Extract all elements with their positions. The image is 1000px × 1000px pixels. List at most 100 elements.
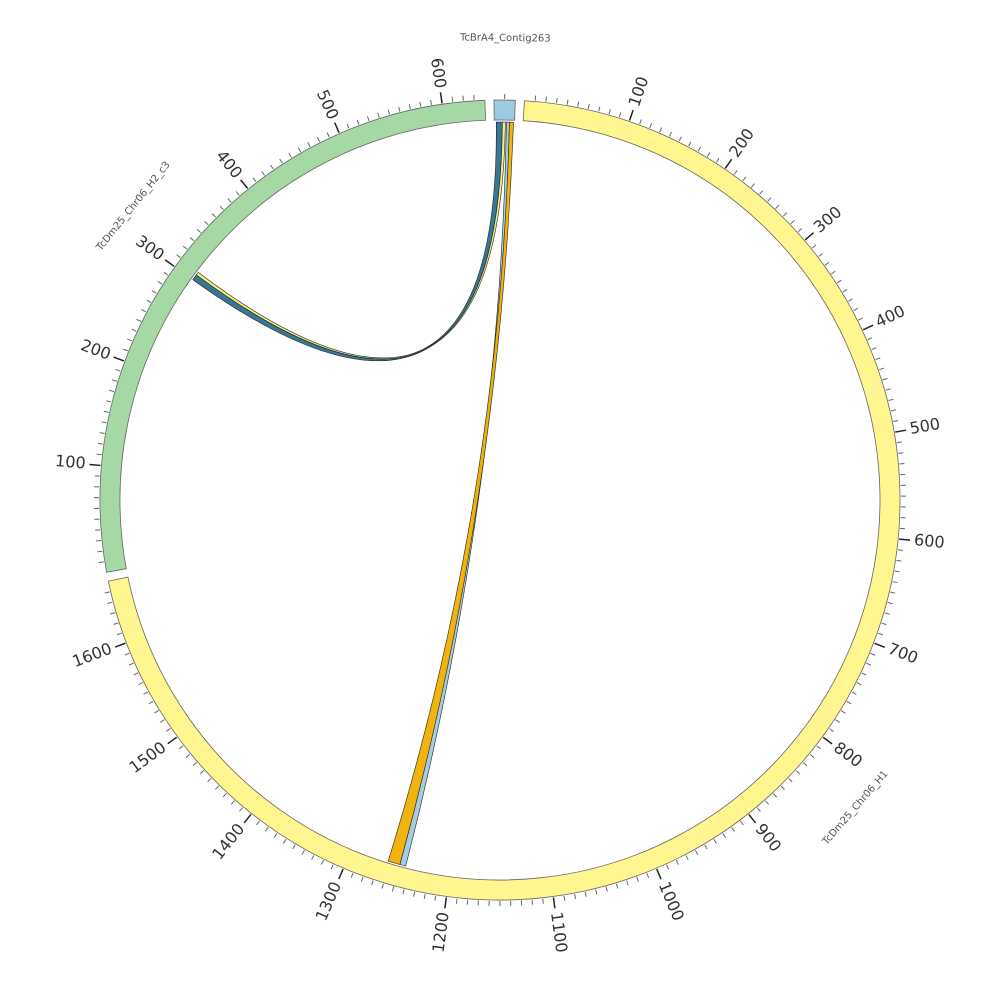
tick-label: 900 bbox=[751, 820, 785, 856]
minor-tick bbox=[204, 221, 209, 226]
minor-tick bbox=[316, 137, 321, 143]
minor-tick bbox=[890, 409, 896, 412]
tick-label: 1600 bbox=[70, 639, 115, 671]
tick-label: 1500 bbox=[126, 738, 170, 777]
minor-tick bbox=[605, 886, 608, 892]
tick-label: 1000 bbox=[655, 879, 688, 924]
minor-tick bbox=[840, 710, 846, 714]
minor-tick bbox=[451, 96, 454, 102]
minor-tick bbox=[346, 123, 350, 129]
minor-tick bbox=[898, 452, 904, 454]
minor-tick bbox=[182, 245, 188, 250]
minor-tick bbox=[772, 793, 778, 798]
ideogram bbox=[107, 100, 901, 901]
minor-tick bbox=[666, 864, 670, 870]
minor-tick bbox=[802, 762, 808, 767]
minor-tick bbox=[878, 632, 884, 636]
minor-tick bbox=[675, 859, 679, 865]
minor-tick bbox=[326, 132, 330, 138]
minor-tick bbox=[207, 777, 212, 783]
minor-tick bbox=[894, 570, 900, 573]
minor-tick bbox=[887, 601, 893, 605]
minor-tick bbox=[866, 662, 872, 666]
major-tick bbox=[899, 538, 911, 541]
minor-tick bbox=[885, 388, 891, 391]
minor-tick bbox=[688, 141, 692, 147]
major-tick bbox=[240, 179, 249, 189]
minor-tick bbox=[731, 827, 735, 832]
minor-tick bbox=[146, 299, 152, 303]
minor-tick bbox=[545, 96, 547, 102]
minor-tick bbox=[398, 106, 401, 112]
minor-tick bbox=[842, 288, 848, 293]
minor-tick bbox=[685, 855, 689, 860]
minor-tick bbox=[99, 432, 105, 434]
major-tick bbox=[874, 642, 886, 648]
minor-tick bbox=[419, 101, 422, 107]
tick-label: 100 bbox=[624, 74, 652, 109]
major-tick bbox=[895, 429, 907, 433]
minor-tick bbox=[219, 205, 224, 211]
minor-tick bbox=[697, 146, 701, 152]
minor-tick bbox=[292, 844, 296, 850]
minor-tick bbox=[311, 854, 315, 860]
minor-tick bbox=[282, 838, 287, 844]
link-ribbon bbox=[195, 121, 506, 360]
minor-tick bbox=[848, 298, 853, 302]
minor-tick bbox=[829, 728, 834, 732]
minor-tick bbox=[750, 183, 755, 188]
minor-tick bbox=[790, 220, 795, 225]
minor-tick bbox=[659, 127, 663, 133]
minor-tick bbox=[97, 442, 103, 445]
major-tick bbox=[164, 259, 175, 267]
minor-tick bbox=[391, 886, 395, 892]
minor-tick bbox=[222, 792, 227, 798]
minor-tick bbox=[330, 864, 334, 870]
minor-tick bbox=[879, 367, 885, 371]
minor-tick bbox=[96, 453, 102, 456]
tick-label: 800 bbox=[830, 738, 866, 771]
minor-tick bbox=[261, 170, 266, 176]
tick-label: 400 bbox=[872, 301, 908, 331]
minor-tick bbox=[739, 820, 744, 826]
tick-label: 1300 bbox=[312, 879, 345, 924]
minor-tick bbox=[189, 237, 195, 242]
minor-tick bbox=[143, 691, 149, 695]
link-ribbon bbox=[387, 121, 514, 865]
minor-tick bbox=[756, 807, 761, 812]
minor-tick bbox=[584, 891, 587, 897]
minor-tick bbox=[430, 99, 432, 105]
major-tick bbox=[724, 158, 733, 169]
minor-tick bbox=[704, 844, 708, 850]
minor-tick bbox=[408, 104, 411, 110]
minor-tick bbox=[678, 136, 682, 142]
minor-tick bbox=[566, 99, 569, 105]
minor-tick bbox=[836, 279, 842, 284]
major-tick bbox=[439, 92, 443, 104]
minor-tick bbox=[163, 271, 169, 276]
minor-tick bbox=[867, 337, 873, 341]
tick-label: 600 bbox=[427, 57, 450, 90]
minor-tick bbox=[780, 785, 785, 790]
minor-tick bbox=[136, 318, 142, 322]
minor-tick bbox=[788, 778, 793, 783]
minor-tick bbox=[846, 700, 852, 705]
minor-tick bbox=[131, 328, 137, 332]
minor-tick bbox=[797, 228, 803, 233]
minor-tick bbox=[103, 410, 109, 413]
minor-tick bbox=[166, 728, 171, 732]
minor-tick bbox=[239, 807, 244, 812]
major-tick bbox=[444, 897, 448, 909]
tick-label: 600 bbox=[913, 530, 945, 552]
minor-tick bbox=[235, 191, 240, 196]
minor-tick bbox=[830, 270, 836, 275]
minor-tick bbox=[252, 177, 257, 183]
tick-label: 300 bbox=[132, 231, 168, 264]
minor-tick bbox=[574, 893, 577, 899]
major-tick bbox=[748, 813, 757, 824]
minor-tick bbox=[835, 719, 840, 723]
minor-tick bbox=[870, 652, 876, 656]
minor-tick bbox=[402, 889, 405, 895]
major-tick bbox=[114, 642, 126, 648]
minor-tick bbox=[818, 253, 823, 257]
